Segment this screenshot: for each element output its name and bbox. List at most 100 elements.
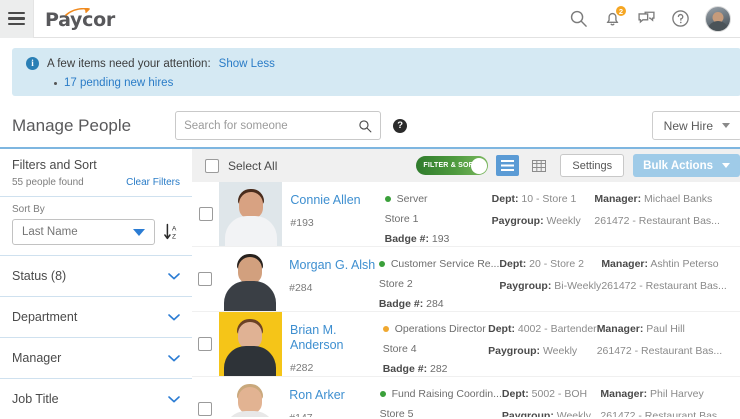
paygroup-key: Paygroup: (488, 345, 540, 357)
person-dept-cell: Dept: 10 - Store 1 Paygroup: Weekly (492, 182, 595, 246)
person-name-link[interactable]: Morgan G. Alsh (289, 258, 379, 273)
list-view-icon (501, 160, 514, 171)
search-icon[interactable] (569, 9, 588, 28)
chevron-down-icon (722, 163, 730, 168)
notification-badge: 2 (615, 5, 627, 17)
help-icon[interactable]: ? (393, 119, 407, 133)
sidebar-item-label: Manager (12, 351, 61, 365)
person-job-cell: Operations Director Store 4 Badge #: 282 (383, 312, 488, 376)
new-hire-button[interactable]: New Hire (652, 111, 740, 140)
person-name-link[interactable]: Ron Arker (289, 388, 379, 403)
menu-button[interactable] (0, 0, 34, 38)
row-checkbox[interactable] (198, 402, 212, 416)
paycor-logo[interactable]: Paycor (45, 7, 115, 31)
search-input[interactable] (184, 120, 358, 132)
person-number: #284 (289, 282, 379, 294)
grid-view-button[interactable] (527, 155, 550, 176)
show-less-link[interactable]: Show Less (219, 58, 275, 70)
person-number: #193 (290, 217, 384, 229)
badge-number: Badge #: 193 (385, 233, 492, 245)
paygroup-key: Paygroup: (499, 280, 551, 292)
chat-icon[interactable] (637, 9, 656, 28)
sidebar-item-manager[interactable]: Manager (0, 337, 192, 378)
row-checkbox[interactable] (198, 337, 212, 351)
manager-key: Manager: (594, 193, 641, 205)
dept-value: 10 - Store 1 (521, 193, 576, 205)
store-label: Store 2 (379, 278, 500, 290)
toggle-knob (471, 158, 487, 174)
sidebar-item-label: Status (8) (12, 269, 66, 283)
help-circle-icon[interactable] (671, 9, 690, 28)
people-rows: Connie Allen #193 Server Store 1 Badge #… (192, 182, 740, 417)
bullet-icon (54, 82, 57, 85)
row-checkbox-cell (192, 312, 219, 376)
sidebar-header: Filters and Sort 55 people found Clear F… (0, 149, 192, 196)
filter-sort-toggle[interactable]: FILTER & SORT (416, 156, 488, 175)
badge-value: 282 (430, 363, 448, 375)
settings-button[interactable]: Settings (560, 154, 624, 177)
bulk-actions-label: Bulk Actions (643, 160, 713, 172)
sidebar-item-label: Department (12, 310, 77, 324)
chevron-down-icon (168, 273, 180, 280)
pending-hires-link[interactable]: 17 pending new hires (54, 77, 740, 89)
job-title: Customer Service Re... (391, 258, 500, 270)
sort-descending-icon: A Z (164, 223, 180, 241)
person-name-cell: Connie Allen #193 (282, 182, 384, 246)
list-view-button[interactable] (496, 155, 519, 176)
job-title: Fund Raising Coordin... (392, 388, 502, 400)
person-name-cell: Morgan G. Alsh #284 (281, 247, 379, 311)
dept-value: 4002 - Bartender (518, 323, 597, 335)
job-title: Server (397, 193, 428, 205)
row-checkbox[interactable] (199, 207, 213, 221)
paygroup-value: Weekly (543, 345, 577, 357)
paygroup-field: Paygroup: Weekly (502, 410, 601, 417)
store-label: Store 5 (380, 408, 502, 417)
manager-value: Paul Hill (646, 323, 685, 335)
sidebar-item-status[interactable]: Status (8) (0, 255, 192, 296)
row-checkbox[interactable] (198, 272, 212, 286)
dept-value: 5002 - BOH (532, 388, 587, 400)
sort-direction-button[interactable]: A Z (164, 223, 180, 241)
sort-by-value: Last Name (22, 226, 78, 238)
sidebar-subrow: 55 people found Clear Filters (12, 177, 180, 188)
clear-filters-link[interactable]: Clear Filters (126, 177, 180, 188)
paygroup-value: Weekly (557, 410, 591, 417)
person-photo (218, 247, 281, 311)
search-submit-icon[interactable] (358, 119, 372, 133)
sidebar-item-department[interactable]: Department (0, 296, 192, 337)
bell-icon[interactable]: 2 (603, 9, 622, 28)
table-row[interactable]: Brian M. Anderson #282 Operations Direct… (192, 312, 740, 376)
paygroup-field: Paygroup: Weekly (488, 345, 597, 357)
badge-number: Badge #: 284 (379, 298, 500, 310)
settings-label: Settings (572, 160, 612, 172)
person-number: #282 (290, 362, 383, 374)
list-toolbar: Select All FILTER & SORT Settings Bulk A… (192, 149, 740, 182)
person-name-link[interactable]: Brian M. Anderson (290, 323, 383, 353)
manager-field: Manager: Paul Hill (597, 323, 740, 335)
table-row[interactable]: Connie Allen #193 Server Store 1 Badge #… (192, 182, 740, 246)
hamburger-icon (8, 9, 25, 28)
chevron-down-icon (722, 123, 730, 128)
search-box[interactable] (175, 111, 381, 140)
sort-by-select[interactable]: Last Name (12, 219, 155, 245)
table-row[interactable]: Ron Arker #147 Fund Raising Coordin... S… (192, 377, 740, 417)
dept-field: Dept: 5002 - BOH (502, 388, 601, 400)
manager-field: Manager: Phil Harvey (600, 388, 740, 400)
banner-message-row: i A few items need your attention: Show … (26, 57, 740, 70)
person-name-link[interactable]: Connie Allen (290, 193, 384, 208)
chevron-down-icon (168, 396, 180, 403)
paygroup-value: Bi-Weekly (554, 280, 601, 292)
bulk-actions-button[interactable]: Bulk Actions (633, 154, 740, 177)
sidebar-item-job-title[interactable]: Job Title (0, 378, 192, 419)
select-all-checkbox[interactable] (205, 159, 219, 173)
avatar[interactable] (705, 6, 731, 32)
row-checkbox-cell (192, 182, 219, 246)
sort-section: Sort By Last Name A Z (0, 196, 192, 255)
table-row[interactable]: Morgan G. Alsh #284 Customer Service Re.… (192, 247, 740, 311)
new-hire-label: New Hire (664, 119, 713, 133)
person-dept-cell: Dept: 4002 - Bartender Paygroup: Weekly (488, 312, 597, 376)
dept-value: 20 - Store 2 (529, 258, 584, 270)
paygroup-value: Weekly (547, 215, 581, 227)
person-dept-cell: Dept: 20 - Store 2 Paygroup: Bi-Weekly (499, 247, 601, 311)
manager-field: Manager: Ashtin Peterso (601, 258, 740, 270)
